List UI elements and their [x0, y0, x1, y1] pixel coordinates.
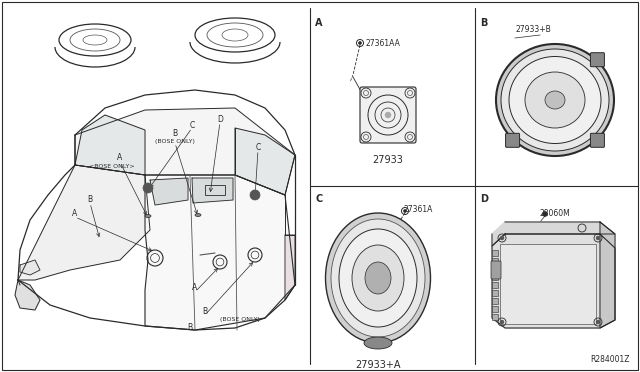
Polygon shape: [600, 222, 615, 328]
Ellipse shape: [145, 215, 151, 218]
Text: 27933: 27933: [372, 155, 403, 165]
Bar: [492, 274, 498, 280]
Text: B: B: [202, 308, 207, 317]
Polygon shape: [20, 260, 40, 275]
Polygon shape: [192, 178, 233, 203]
Text: D: D: [480, 194, 488, 204]
Polygon shape: [150, 178, 188, 205]
Bar: [492, 298, 498, 304]
Ellipse shape: [364, 337, 392, 349]
Ellipse shape: [496, 44, 614, 156]
Text: C: C: [189, 122, 195, 131]
Text: A: A: [315, 18, 323, 28]
FancyBboxPatch shape: [591, 53, 604, 67]
Text: B: B: [172, 128, 177, 138]
Text: B: B: [480, 18, 488, 28]
Polygon shape: [492, 222, 615, 246]
Bar: [492, 258, 498, 264]
Text: B: B: [88, 196, 93, 205]
Text: A: A: [117, 154, 123, 163]
Polygon shape: [75, 108, 295, 195]
Polygon shape: [75, 115, 145, 175]
Bar: [492, 282, 498, 288]
Text: B: B: [188, 323, 193, 331]
Polygon shape: [18, 165, 150, 280]
Polygon shape: [15, 280, 40, 310]
Polygon shape: [235, 128, 295, 195]
Circle shape: [543, 212, 547, 217]
Ellipse shape: [365, 262, 391, 294]
Ellipse shape: [509, 57, 601, 144]
Text: 27933+A: 27933+A: [355, 360, 401, 370]
Text: (BOSE ONLY): (BOSE ONLY): [220, 317, 260, 323]
Bar: [500, 244, 596, 324]
FancyBboxPatch shape: [360, 87, 416, 143]
Text: (BOSE ONLY): (BOSE ONLY): [155, 138, 195, 144]
Ellipse shape: [525, 72, 585, 128]
Bar: [492, 314, 498, 320]
Circle shape: [385, 112, 391, 118]
Text: <BOSE ONLY>: <BOSE ONLY>: [89, 164, 135, 170]
Ellipse shape: [326, 213, 431, 343]
Bar: [492, 306, 498, 312]
Text: C: C: [315, 194, 323, 204]
Ellipse shape: [545, 91, 565, 109]
Ellipse shape: [501, 49, 609, 151]
Circle shape: [143, 183, 153, 193]
Circle shape: [596, 320, 600, 324]
Text: 27361AA: 27361AA: [365, 38, 400, 48]
Bar: [492, 266, 498, 272]
Text: R284001Z: R284001Z: [591, 355, 630, 364]
Text: C: C: [255, 144, 260, 153]
Text: 27933+B: 27933+B: [515, 26, 551, 35]
Polygon shape: [492, 234, 615, 328]
Circle shape: [403, 209, 406, 212]
Polygon shape: [145, 175, 295, 330]
Text: D: D: [217, 115, 223, 125]
Ellipse shape: [352, 245, 404, 311]
Text: 27361A: 27361A: [403, 205, 433, 215]
FancyBboxPatch shape: [506, 133, 520, 147]
Ellipse shape: [339, 229, 417, 327]
Polygon shape: [285, 235, 295, 300]
Circle shape: [358, 42, 362, 45]
Bar: [492, 250, 498, 256]
Bar: [492, 290, 498, 296]
FancyBboxPatch shape: [491, 261, 501, 279]
Bar: [205, 185, 225, 195]
Circle shape: [500, 320, 504, 324]
Text: A: A: [193, 283, 198, 292]
Circle shape: [596, 236, 600, 240]
Ellipse shape: [195, 214, 201, 217]
Circle shape: [500, 236, 504, 240]
Ellipse shape: [331, 219, 425, 337]
Text: 28060M: 28060M: [540, 208, 571, 218]
FancyBboxPatch shape: [591, 133, 604, 147]
Circle shape: [250, 190, 260, 200]
Text: A: A: [72, 209, 77, 218]
